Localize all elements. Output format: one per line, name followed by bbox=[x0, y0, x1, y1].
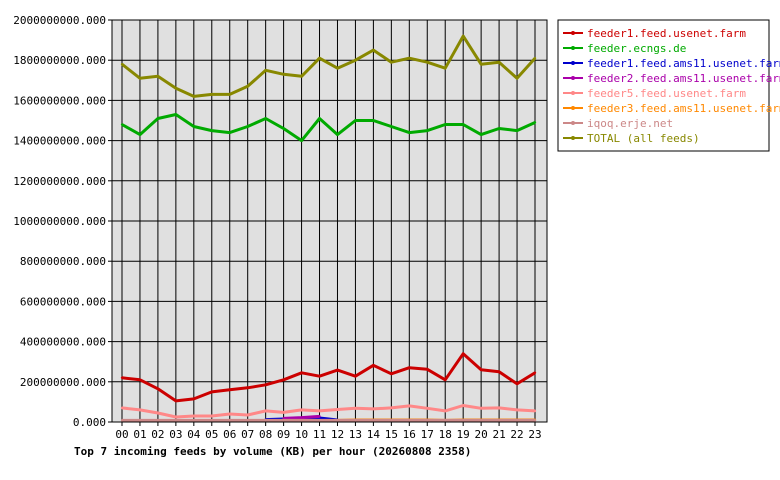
legend-marker bbox=[571, 121, 575, 125]
y-tick-label: 600000000.000 bbox=[20, 295, 106, 308]
y-tick-label: 2000000000.000 bbox=[13, 14, 106, 27]
series-line bbox=[121, 113, 536, 143]
y-tick-label: 1000000000.000 bbox=[13, 215, 106, 228]
x-tick-label: 18 bbox=[439, 428, 452, 441]
legend-marker bbox=[571, 46, 575, 50]
legend-item: TOTAL (all feeds) bbox=[563, 132, 700, 145]
y-tick-label: 0.000 bbox=[73, 416, 106, 429]
series-7 bbox=[120, 34, 537, 98]
x-tick-label: 04 bbox=[187, 428, 201, 441]
series-line bbox=[121, 34, 537, 98]
legend-marker bbox=[571, 106, 575, 110]
legend-marker bbox=[571, 61, 575, 65]
legend: feeder1.feed.usenet.farm feeder.ecngs.de f… bbox=[557, 19, 780, 152]
x-tick-label: 20 bbox=[475, 428, 488, 441]
legend-item: feeder5.feed.usenet.farm bbox=[563, 87, 746, 100]
y-tick-label: 1800000000.000 bbox=[13, 54, 106, 67]
x-tick-label: 01 bbox=[133, 428, 146, 441]
x-tick-label: 12 bbox=[331, 428, 344, 441]
x-tick-label: 13 bbox=[349, 428, 362, 441]
x-tick-label: 00 bbox=[115, 428, 128, 441]
legend-label: feeder.ecngs.de bbox=[587, 42, 686, 55]
x-tick-label: 15 bbox=[385, 428, 398, 441]
legend-item: feeder3.feed.ams11.usenet.farm bbox=[563, 102, 780, 115]
x-tick-label: 09 bbox=[277, 428, 290, 441]
legend-box bbox=[557, 19, 770, 152]
x-tick-label: 11 bbox=[313, 428, 326, 441]
legend-label: TOTAL (all feeds) bbox=[587, 132, 700, 145]
series-line bbox=[121, 352, 536, 403]
y-tick-label: 800000000.000 bbox=[20, 255, 106, 268]
x-tick-label: 03 bbox=[169, 428, 182, 441]
x-tick-label: 23 bbox=[528, 428, 541, 441]
series-line bbox=[121, 404, 536, 419]
x-tick-label: 10 bbox=[295, 428, 308, 441]
y-tick-label: 200000000.000 bbox=[20, 376, 106, 389]
legend-marker bbox=[571, 31, 575, 35]
legend-item: feeder2.feed.ams11.usenet.farm bbox=[563, 72, 780, 85]
x-tick-label: 08 bbox=[259, 428, 272, 441]
legend-label: feeder2.feed.ams11.usenet.farm bbox=[587, 72, 780, 85]
x-tick-label: 07 bbox=[241, 428, 254, 441]
y-tick-label: 1400000000.000 bbox=[13, 135, 106, 148]
series-4 bbox=[120, 404, 537, 419]
x-tick-label: 17 bbox=[421, 428, 434, 441]
x-tick-label: 05 bbox=[205, 428, 218, 441]
y-axis: 0.000 200000000.000 400000000.000 600000000… bbox=[13, 14, 112, 429]
legend-marker bbox=[571, 76, 575, 80]
legend-item: feeder1.feed.usenet.farm bbox=[563, 27, 746, 40]
x-tick-label: 21 bbox=[492, 428, 505, 441]
legend-label: feeder5.feed.usenet.farm bbox=[587, 87, 746, 100]
legend-label: iqoq.erje.net bbox=[587, 117, 673, 130]
x-tick-label: 16 bbox=[403, 428, 416, 441]
x-axis: 00 01 02 03 04 05 06 07 08 09 10 11 12 13 14 15 16 17 18 19… bbox=[115, 422, 542, 441]
series-line bbox=[283, 414, 320, 420]
plot-frame bbox=[111, 19, 548, 423]
legend-item: feeder1.feed.ams11.usenet.farm bbox=[563, 57, 780, 70]
y-tick-label: 1200000000.000 bbox=[13, 175, 106, 188]
series-1 bbox=[120, 113, 537, 143]
legend-item: iqoq.erje.net bbox=[563, 117, 673, 130]
series-lines bbox=[120, 34, 537, 422]
y-tick-label: 400000000.000 bbox=[20, 336, 106, 349]
series-0 bbox=[120, 352, 537, 403]
legend-marker bbox=[571, 91, 575, 95]
chart-title: Top 7 incoming feeds by volume (KB) per … bbox=[74, 445, 471, 458]
series-6 bbox=[120, 418, 537, 422]
x-tick-label: 02 bbox=[151, 428, 164, 441]
x-tick-label: 14 bbox=[367, 428, 381, 441]
legend-label: feeder1.feed.usenet.farm bbox=[587, 27, 746, 40]
x-tick-label: 22 bbox=[510, 428, 523, 441]
x-tick-label: 06 bbox=[223, 428, 236, 441]
x-tick-label: 19 bbox=[457, 428, 470, 441]
y-tick-label: 1600000000.000 bbox=[13, 94, 106, 107]
legend-marker bbox=[571, 136, 575, 140]
legend-label: feeder3.feed.ams11.usenet.farm bbox=[587, 102, 780, 115]
legend-label: feeder1.feed.ams11.usenet.farm bbox=[587, 57, 780, 70]
legend-item: feeder.ecngs.de bbox=[563, 42, 686, 55]
